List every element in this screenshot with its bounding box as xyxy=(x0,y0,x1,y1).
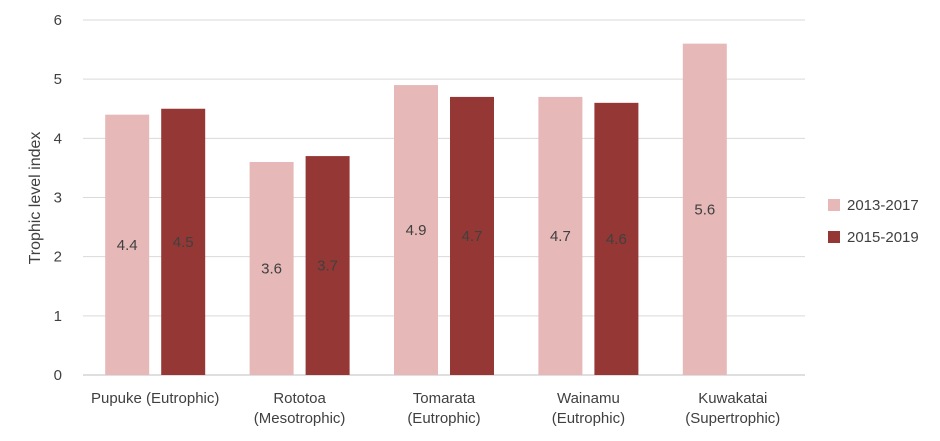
legend: 2013-2017 2015-2019 xyxy=(828,197,919,246)
x-tick-label: Rototoa xyxy=(273,390,326,407)
x-tick-label: (Eutrophic) xyxy=(552,410,625,427)
bar xyxy=(594,102,639,375)
x-axis-ticks: Pupuke (Eutrophic) Rototoa (Mesotrophic) To… xyxy=(91,390,780,427)
y-tick-label: 0 xyxy=(54,367,62,384)
legend-label: 2013-2017 xyxy=(847,197,919,214)
x-tick-label: Tomarata xyxy=(413,390,476,407)
legend-swatch xyxy=(828,199,840,211)
data-label: 4.5 xyxy=(173,234,194,251)
y-tick-label: 2 xyxy=(54,249,62,266)
x-tick-label: Pupuke (Eutrophic) xyxy=(91,390,219,407)
y-tick-label: 4 xyxy=(54,130,62,147)
y-tick-label: 5 xyxy=(54,71,62,88)
x-tick-label: (Supertrophic) xyxy=(685,410,780,427)
bar xyxy=(682,43,727,376)
y-tick-label: 1 xyxy=(54,308,62,325)
data-label: 3.6 xyxy=(261,261,282,278)
legend-swatch xyxy=(828,231,840,243)
bar xyxy=(105,114,150,376)
data-label: 5.6 xyxy=(694,201,715,218)
data-label: 4.9 xyxy=(406,222,427,239)
y-tick-label: 3 xyxy=(54,190,62,207)
bar xyxy=(161,108,206,375)
y-axis-label: Trophic level index xyxy=(27,132,44,265)
bar xyxy=(305,156,350,375)
bars xyxy=(105,43,727,376)
x-tick-label: Kuwakatai xyxy=(698,390,767,407)
data-label: 4.6 xyxy=(606,231,627,248)
x-tick-label: (Eutrophic) xyxy=(407,410,480,427)
data-label: 4.4 xyxy=(117,237,138,254)
bar xyxy=(538,96,583,376)
data-label: 4.7 xyxy=(462,228,483,245)
bar xyxy=(450,96,494,376)
data-label: 3.7 xyxy=(317,258,338,275)
data-labels: 4.4 4.5 3.6 3.7 4.9 4.7 4.7 4.6 5.6 xyxy=(117,201,715,277)
bar xyxy=(249,162,294,375)
bar xyxy=(394,85,438,375)
y-tick-label: 6 xyxy=(54,12,62,29)
x-tick-label: (Mesotrophic) xyxy=(254,410,346,427)
y-axis-ticks: 0 1 2 3 4 5 6 xyxy=(54,12,62,384)
x-tick-label: Wainamu xyxy=(557,390,620,407)
legend-label: 2015-2019 xyxy=(847,229,919,246)
data-label: 4.7 xyxy=(550,228,571,245)
